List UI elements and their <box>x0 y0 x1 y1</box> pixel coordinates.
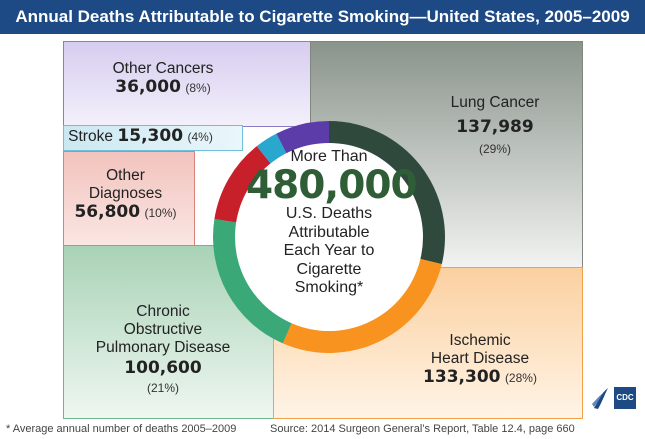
other-cancers-percent: (8%) <box>185 80 211 95</box>
copd-name-2: Obstructive <box>123 320 203 338</box>
other-cancers-box <box>63 41 312 127</box>
donut-chart <box>212 121 446 353</box>
stroke-box <box>63 125 243 151</box>
other-cancers-value: 36,000 <box>115 76 181 97</box>
center-line-6: Smoking* <box>294 278 364 296</box>
center-line-4: Each Year to <box>283 242 375 260</box>
stroke-name: Stroke <box>68 128 113 145</box>
hhs-eagle-icon <box>592 388 608 409</box>
center-total-number: 480,000 <box>246 163 418 209</box>
center-line-2: U.S. Deaths <box>285 205 373 223</box>
stroke-value: 15,300 <box>117 126 184 146</box>
copd-label: Chronic Obstructive Pulmonary Disease 10… <box>63 303 263 396</box>
center-text: More Than 480,000 U.S. Deaths Attributab… <box>246 148 418 297</box>
heart-disease-percent: (28%) <box>504 370 537 385</box>
copd-percent: (21%) <box>146 380 179 395</box>
lung-cancer-label: Lung Cancer 137,989 (29%) <box>430 94 560 157</box>
center-line-1: More Than <box>290 148 368 165</box>
other-diagnoses-percent: (10%) <box>144 205 177 220</box>
other-diagnoses-name-1: Other <box>106 167 145 184</box>
center-line-5: Cigarette <box>296 260 362 278</box>
other-cancers-label: Other Cancers 36,000 (8%) <box>63 60 263 97</box>
stroke-percent: (4%) <box>187 130 213 144</box>
copd-name-3: Pulmonary Disease <box>95 338 231 356</box>
other-diagnoses-label: Other Diagnoses 56,800 (10%) <box>63 167 188 222</box>
heart-disease-name-1: Ischemic <box>449 332 511 349</box>
other-diagnoses-name-2: Diagnoses <box>88 184 163 202</box>
copd-value: 100,600 <box>124 358 202 379</box>
chart-title: Annual Deaths Attributable to Cigarette … <box>15 7 630 26</box>
source-note: Source: 2014 Surgeon General’s Report, T… <box>270 423 575 435</box>
footnote: * Average annual number of deaths 2005–2… <box>6 423 237 435</box>
lung-cancer-value: 137,989 <box>456 116 534 137</box>
logo-area: CDC <box>588 384 640 414</box>
lung-cancer-name: Lung Cancer <box>450 94 540 111</box>
donut-hole <box>235 143 423 331</box>
heart-disease-label: Ischemic Heart Disease 133,300 (28%) <box>405 332 555 387</box>
cdc-logo: CDC <box>614 387 636 409</box>
center-line-3: Attributable <box>288 223 370 241</box>
lung-cancer-percent: (29%) <box>478 142 511 157</box>
title-bar: Annual Deaths Attributable to Cigarette … <box>0 0 645 34</box>
other-diagnoses-value: 56,800 <box>74 201 141 222</box>
heart-disease-value: 133,300 <box>423 366 501 387</box>
heart-disease-name-2: Heart Disease <box>430 349 530 367</box>
other-cancers-name: Other Cancers <box>112 60 214 77</box>
copd-name-1: Chronic <box>136 303 190 320</box>
stroke-label: Stroke 15,300 (4%) <box>63 126 218 147</box>
